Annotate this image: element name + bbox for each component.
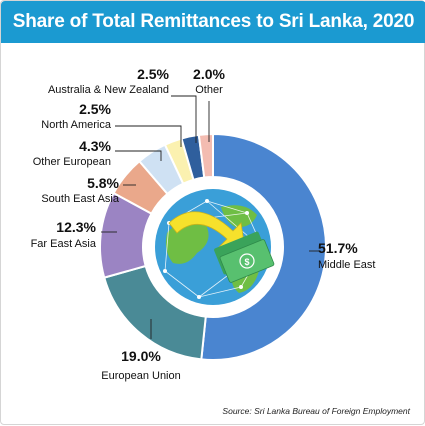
continent-shape (221, 205, 257, 228)
value-label-european-union: 19.0% (121, 348, 161, 364)
value-label-south-east-asia: 5.8% (87, 175, 119, 191)
label-leaders (101, 95, 319, 339)
value-label-far-east-asia: 12.3% (56, 219, 96, 235)
leader-line-australia-and-new-zealand (171, 95, 197, 143)
svg-text:$: $ (244, 257, 249, 267)
slice-other (197, 132, 214, 179)
category-label-other: Other (195, 84, 223, 96)
category-label-far-east-asia: Far East Asia (31, 238, 97, 250)
chart-title: Share of Total Remittances to Sri Lanka,… (12, 11, 415, 32)
category-label-other-european: Other European (33, 156, 111, 168)
value-label-north-america: 2.5% (79, 101, 111, 117)
globe-illustration: $ (155, 189, 275, 305)
donut-slices (99, 132, 327, 361)
value-label-middle-east: 51.7% (318, 240, 358, 256)
value-label-other-european: 4.3% (79, 138, 111, 154)
title-bar: Share of Total Remittances to Sri Lanka,… (1, 1, 425, 43)
value-label-other: 2.0% (193, 66, 225, 82)
leader-line-other-european (115, 150, 162, 161)
category-label-south-east-asia: South East Asia (41, 193, 120, 205)
category-label-north-america: North America (41, 119, 112, 131)
source-note: Source: Sri Lanka Bureau of Foreign Empl… (222, 406, 410, 416)
category-label-australia-and-new-zealand: Australia & New Zealand (48, 84, 169, 96)
slice-labels: 51.7% Middle East 19.0% European Union 12.3%… (31, 66, 376, 382)
value-label-australia-and-new-zealand: 2.5% (137, 66, 169, 82)
money-icon: $ (214, 231, 275, 283)
leader-line-north-america (115, 125, 182, 147)
category-label-european-union: European Union (101, 370, 181, 382)
slice-middle-east (200, 132, 327, 361)
category-label-middle-east: Middle East (318, 259, 375, 271)
